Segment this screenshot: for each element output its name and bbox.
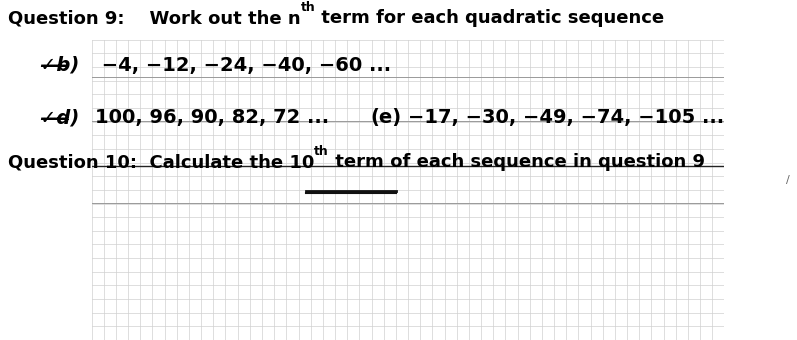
Text: th: th bbox=[314, 145, 329, 158]
Text: Question 9:    Work out the n: Question 9: Work out the n bbox=[8, 9, 300, 27]
Text: (e): (e) bbox=[370, 108, 401, 128]
Text: term for each quadratic sequence: term for each quadratic sequence bbox=[316, 9, 665, 27]
Text: of each sequence in question 9: of each sequence in question 9 bbox=[384, 153, 705, 171]
Text: term: term bbox=[329, 153, 384, 171]
Text: −17, −30, −49, −74, −105 ...: −17, −30, −49, −74, −105 ... bbox=[408, 108, 724, 128]
Text: Question 10:  Calculate the 10: Question 10: Calculate the 10 bbox=[8, 153, 314, 171]
Text: ✓̶b̶): ✓̶b̶) bbox=[40, 55, 79, 74]
Text: th: th bbox=[300, 1, 316, 14]
Text: 100, 96, 90, 82, 72 ...: 100, 96, 90, 82, 72 ... bbox=[95, 108, 329, 128]
Text: ✓̶d̶): ✓̶d̶) bbox=[40, 108, 79, 128]
Text: /: / bbox=[786, 175, 790, 185]
Text: −4, −12, −24, −40, −60 ...: −4, −12, −24, −40, −60 ... bbox=[95, 55, 391, 74]
